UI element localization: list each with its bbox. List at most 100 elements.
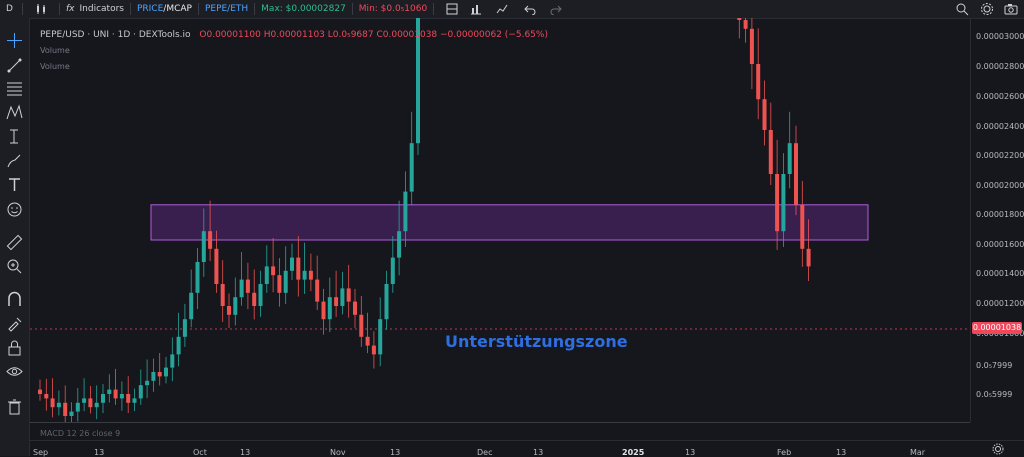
layout-icon[interactable] bbox=[446, 3, 458, 15]
time-axis[interactable] bbox=[30, 440, 1024, 457]
x-tick-label: Nov bbox=[330, 448, 346, 457]
candle-body bbox=[82, 398, 87, 403]
candle-body bbox=[176, 336, 181, 355]
candle-body bbox=[353, 301, 357, 315]
candle-body bbox=[409, 143, 414, 192]
y-tick-label: 0.0₅5999 bbox=[976, 390, 1013, 399]
pepe-eth-button[interactable]: PEPE/ETH bbox=[204, 4, 249, 14]
support-zone[interactable] bbox=[150, 204, 869, 241]
search-icon[interactable] bbox=[955, 2, 969, 16]
candle-body bbox=[201, 231, 206, 262]
candle-body bbox=[69, 411, 74, 416]
gear-icon[interactable] bbox=[980, 2, 994, 16]
price-chart[interactable] bbox=[30, 18, 970, 422]
zoom-in-icon[interactable] bbox=[6, 258, 23, 275]
bar-chart-icon[interactable] bbox=[470, 3, 482, 15]
x-tick-label: Dec bbox=[477, 448, 493, 457]
candle-body bbox=[220, 284, 225, 306]
ohlc-values: O0.00001100 H0.00001103 L0.0₅9687 C0.000… bbox=[199, 30, 548, 40]
candle-body bbox=[743, 20, 748, 29]
chart-legend: PEPE/USD · UNI · 1D · DEXTools.io O0.000… bbox=[40, 30, 548, 40]
y-tick-label: 0.00002600 bbox=[976, 92, 1024, 101]
emoji-icon[interactable] bbox=[6, 201, 23, 218]
text-icon[interactable] bbox=[6, 176, 23, 193]
indicators-button[interactable]: fx Indicators bbox=[66, 0, 124, 18]
price-axis[interactable] bbox=[970, 18, 1024, 422]
candle-body bbox=[264, 266, 269, 284]
x-tick-label: 2025 bbox=[622, 448, 645, 457]
indicators-label: Indicators bbox=[79, 4, 124, 14]
x-tick-label: 13 bbox=[533, 448, 544, 457]
candle-body bbox=[208, 231, 213, 249]
candle-body bbox=[56, 402, 61, 408]
candle-body bbox=[245, 279, 250, 293]
candle-body bbox=[151, 372, 156, 381]
x-tick-label: 13 bbox=[240, 448, 251, 457]
crosshair-icon[interactable] bbox=[6, 32, 23, 49]
price-toggle-label: PRICE bbox=[136, 4, 164, 14]
candle-body bbox=[214, 248, 219, 284]
candle-body bbox=[277, 275, 282, 293]
ruler-icon[interactable] bbox=[6, 234, 23, 251]
x-tick-label: Mar bbox=[910, 448, 926, 457]
candle-body bbox=[63, 402, 68, 416]
candle-body bbox=[768, 130, 773, 174]
candle-body bbox=[334, 297, 339, 306]
line-chart-icon[interactable] bbox=[496, 3, 508, 15]
y-tick-label: 0.00001600 bbox=[976, 240, 1024, 249]
candle-body bbox=[107, 389, 112, 394]
candle-body bbox=[800, 204, 805, 249]
candle-body bbox=[44, 394, 49, 399]
candle-body bbox=[227, 306, 231, 315]
candle-body bbox=[126, 394, 131, 403]
fib-icon[interactable] bbox=[6, 80, 23, 97]
macd-panel[interactable] bbox=[30, 422, 970, 441]
brush-icon[interactable] bbox=[6, 152, 23, 169]
redo-icon[interactable] bbox=[550, 3, 562, 15]
support-zone-label: Unterstützungszone bbox=[445, 332, 628, 351]
trash-icon[interactable] bbox=[6, 398, 23, 415]
lock-icon[interactable] bbox=[6, 339, 23, 356]
candle-body bbox=[290, 257, 294, 271]
pattern-icon[interactable] bbox=[6, 104, 23, 121]
x-tick-label: 13 bbox=[685, 448, 696, 457]
magnet-icon[interactable] bbox=[6, 291, 23, 308]
candle-body bbox=[94, 402, 99, 408]
candle-body bbox=[138, 385, 143, 399]
candle-body bbox=[145, 380, 150, 386]
macd-label: MACD 12 26 close 9 bbox=[40, 429, 121, 438]
divider bbox=[22, 3, 23, 15]
undo-icon[interactable] bbox=[524, 3, 536, 15]
candle-body bbox=[258, 284, 263, 306]
candle-body bbox=[371, 345, 376, 355]
candle-body bbox=[756, 64, 761, 100]
candle-body bbox=[271, 266, 276, 276]
top-toolbar: D fx Indicators PRICE/MCAP PEPE/ETH Max: … bbox=[0, 0, 1024, 19]
x-tick-label: Sep bbox=[33, 448, 49, 457]
candle-body bbox=[397, 231, 402, 258]
trend-line-icon[interactable] bbox=[6, 57, 23, 74]
max-price: Max: $0.00002827 bbox=[261, 4, 346, 14]
settings-icon[interactable] bbox=[992, 443, 1004, 455]
pair-label: PEPE/USD · UNI · 1D · DEXTools.io bbox=[40, 30, 191, 40]
candle-body bbox=[384, 284, 389, 320]
lock-drawing-icon[interactable] bbox=[6, 315, 23, 332]
divider bbox=[59, 3, 60, 15]
divider bbox=[433, 3, 435, 15]
candle-body bbox=[157, 372, 162, 377]
candle-body bbox=[806, 248, 811, 267]
eye-icon[interactable] bbox=[6, 363, 23, 380]
candle-body bbox=[239, 279, 244, 298]
camera-icon[interactable] bbox=[1004, 2, 1018, 16]
candle-body bbox=[340, 288, 345, 306]
candle-body bbox=[775, 174, 780, 232]
chart-letter[interactable]: D bbox=[6, 4, 13, 14]
candle-body bbox=[416, 18, 420, 144]
candle-body bbox=[308, 270, 313, 280]
candles-icon[interactable] bbox=[35, 3, 47, 15]
price-mcap-toggle[interactable]: PRICE/MCAP bbox=[137, 0, 192, 18]
candle-body bbox=[182, 319, 187, 337]
candle-body bbox=[283, 270, 288, 293]
y-tick-label: 0.00002400 bbox=[976, 122, 1024, 131]
measure-icon[interactable] bbox=[6, 128, 23, 145]
